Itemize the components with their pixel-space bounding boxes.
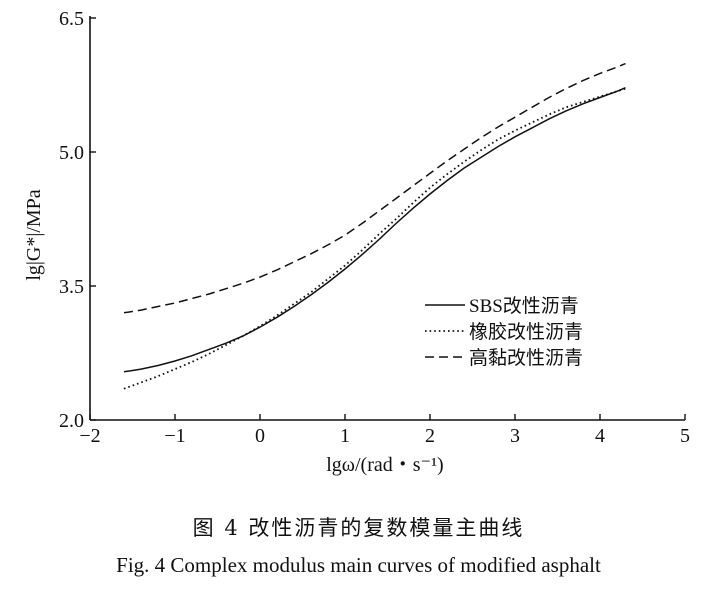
- x-axis-label: lgω/(rad・s⁻¹): [326, 454, 443, 476]
- series-line-2: [123, 87, 626, 390]
- y-tick-label: 2.0: [59, 410, 84, 432]
- y-axis-label: lg|G*|/MPa: [23, 189, 45, 280]
- y-tick-label: 6.5: [59, 8, 84, 30]
- x-tick-label: 5: [680, 425, 690, 447]
- legend-label-1: SBS改性沥青: [469, 295, 579, 317]
- x-tick-label: −2: [79, 425, 100, 447]
- x-tick-label: 2: [425, 425, 435, 447]
- legend-label-3: 高黏改性沥青: [469, 347, 583, 369]
- chart-area: −2 −1 0 1 2 3 4 5 2.0 3.5 5.0 6.5 SBS改性沥青橡胶改性沥青高黏改性…: [23, 8, 690, 476]
- series-line-1: [123, 87, 626, 373]
- y-tick-label: 5.0: [59, 142, 84, 164]
- figure-caption-chinese: 图 4 改性沥青的复数模量主曲线: [192, 516, 525, 540]
- figure-caption-english: Fig. 4 Complex modulus main curves of mo…: [116, 553, 601, 577]
- series-layer: [123, 62, 626, 390]
- legend-label-2: 橡胶改性沥青: [469, 321, 583, 343]
- x-tick-label: 0: [255, 425, 265, 447]
- x-tick-label: 1: [340, 425, 350, 447]
- y-tick-label: 3.5: [59, 276, 84, 298]
- x-tick-label: −1: [164, 425, 185, 447]
- axes: −2 −1 0 1 2 3 4 5 2.0 3.5 5.0 6.5: [59, 8, 690, 447]
- x-tick-label: 3: [510, 425, 520, 447]
- x-tick-label: 4: [595, 425, 605, 447]
- series-line-3: [123, 62, 626, 314]
